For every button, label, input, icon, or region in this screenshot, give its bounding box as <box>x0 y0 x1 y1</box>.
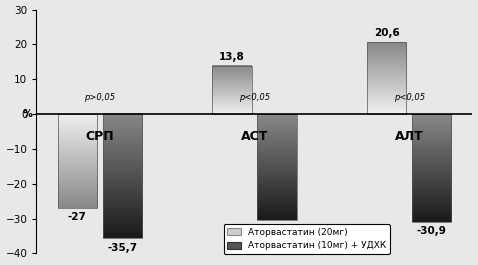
Bar <box>212 66 251 114</box>
Text: СРП: СРП <box>86 130 114 143</box>
Text: p>0,05: p>0,05 <box>84 93 115 102</box>
Legend: Аторвастатин (20мг), Аторвастатин (10мг) + УДХК: Аторвастатин (20мг), Аторвастатин (10мг)… <box>224 224 390 254</box>
Text: -30,9: -30,9 <box>417 226 446 236</box>
Text: p<0,05: p<0,05 <box>393 93 425 102</box>
Bar <box>412 114 451 222</box>
Bar <box>57 114 97 208</box>
Text: -30,3: -30,3 <box>262 224 292 234</box>
Text: %: % <box>22 109 32 119</box>
Bar <box>257 114 297 220</box>
Text: АСТ: АСТ <box>241 130 268 143</box>
Bar <box>367 42 406 114</box>
Text: АЛТ: АЛТ <box>395 130 424 143</box>
Text: 20,6: 20,6 <box>374 28 400 38</box>
Text: p<0,05: p<0,05 <box>239 93 270 102</box>
Text: -27: -27 <box>68 212 87 222</box>
Text: 13,8: 13,8 <box>219 52 245 62</box>
Text: -35,7: -35,7 <box>107 243 137 253</box>
Bar <box>103 114 142 238</box>
